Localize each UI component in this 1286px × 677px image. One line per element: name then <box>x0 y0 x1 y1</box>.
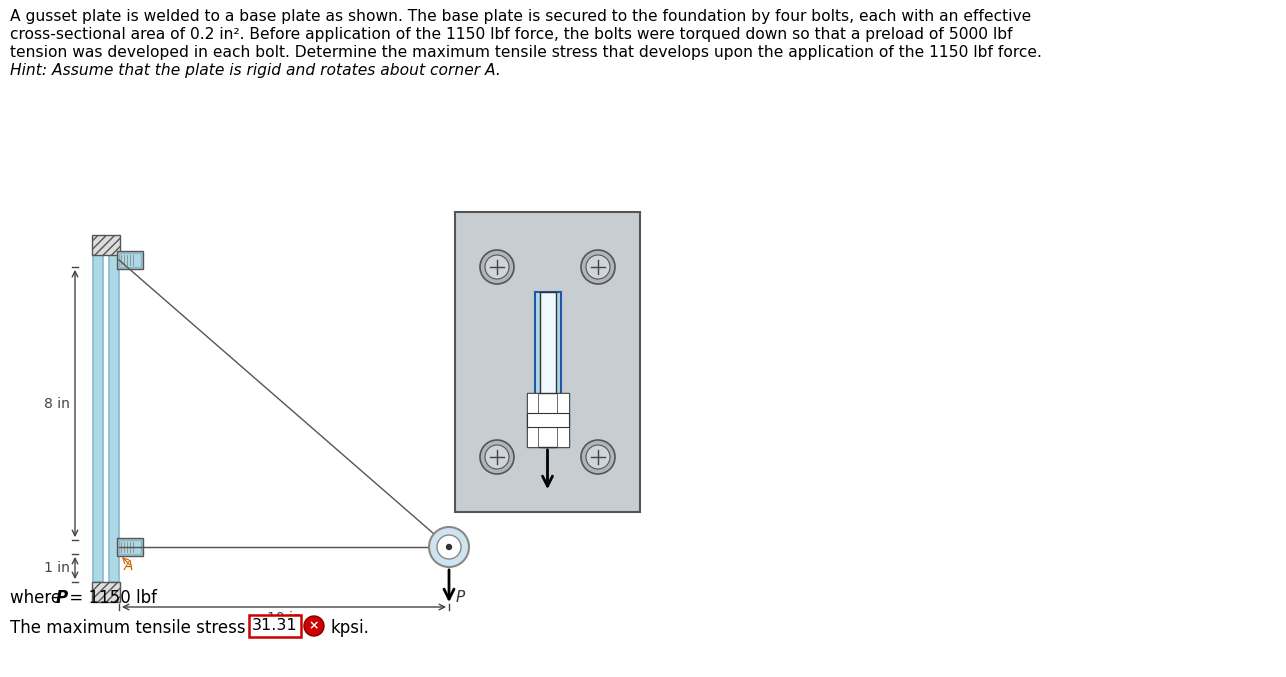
Circle shape <box>430 527 469 567</box>
Bar <box>93 255 103 582</box>
Bar <box>117 538 143 556</box>
Bar <box>117 251 143 269</box>
Bar <box>455 212 640 512</box>
Text: 31.31: 31.31 <box>252 619 298 634</box>
Circle shape <box>446 544 451 550</box>
Bar <box>120 253 141 267</box>
Text: P: P <box>457 590 466 605</box>
Circle shape <box>480 250 514 284</box>
Circle shape <box>485 445 509 469</box>
Bar <box>540 292 556 447</box>
Bar <box>535 292 561 447</box>
Bar <box>109 255 120 582</box>
FancyBboxPatch shape <box>249 615 301 637</box>
Text: = 1150 lbf: = 1150 lbf <box>66 589 157 607</box>
Bar <box>526 393 539 447</box>
Text: tension was developed in each bolt. Determine the maximum tensile stress that de: tension was developed in each bolt. Dete… <box>10 45 1042 60</box>
Text: 8 in: 8 in <box>44 397 69 410</box>
Circle shape <box>303 616 324 636</box>
Text: Hint: Assume that the plate is rigid and rotates about corner A.: Hint: Assume that the plate is rigid and… <box>10 63 500 78</box>
Text: kpsi.: kpsi. <box>331 619 369 637</box>
Circle shape <box>480 440 514 474</box>
Bar <box>120 540 141 554</box>
Circle shape <box>581 250 615 284</box>
Text: A gusset plate is welded to a base plate as shown. The base plate is secured to : A gusset plate is welded to a base plate… <box>10 9 1031 24</box>
Circle shape <box>437 535 460 559</box>
Circle shape <box>485 255 509 279</box>
Text: The maximum tensile stress is: The maximum tensile stress is <box>10 619 264 637</box>
Bar <box>526 414 568 427</box>
Bar <box>557 393 568 447</box>
Circle shape <box>581 440 615 474</box>
Text: cross-sectional area of 0.2 in². Before application of the 1150 lbf force, the b: cross-sectional area of 0.2 in². Before … <box>10 27 1012 42</box>
Bar <box>93 582 120 602</box>
Text: 1 in: 1 in <box>44 561 69 575</box>
Text: 10 in: 10 in <box>266 611 301 625</box>
Circle shape <box>586 255 610 279</box>
Text: P: P <box>57 589 68 607</box>
Circle shape <box>586 445 610 469</box>
Text: where: where <box>10 589 67 607</box>
Text: ×: × <box>309 619 319 632</box>
Bar <box>93 235 120 255</box>
Bar <box>526 393 568 447</box>
Text: A: A <box>123 559 134 573</box>
